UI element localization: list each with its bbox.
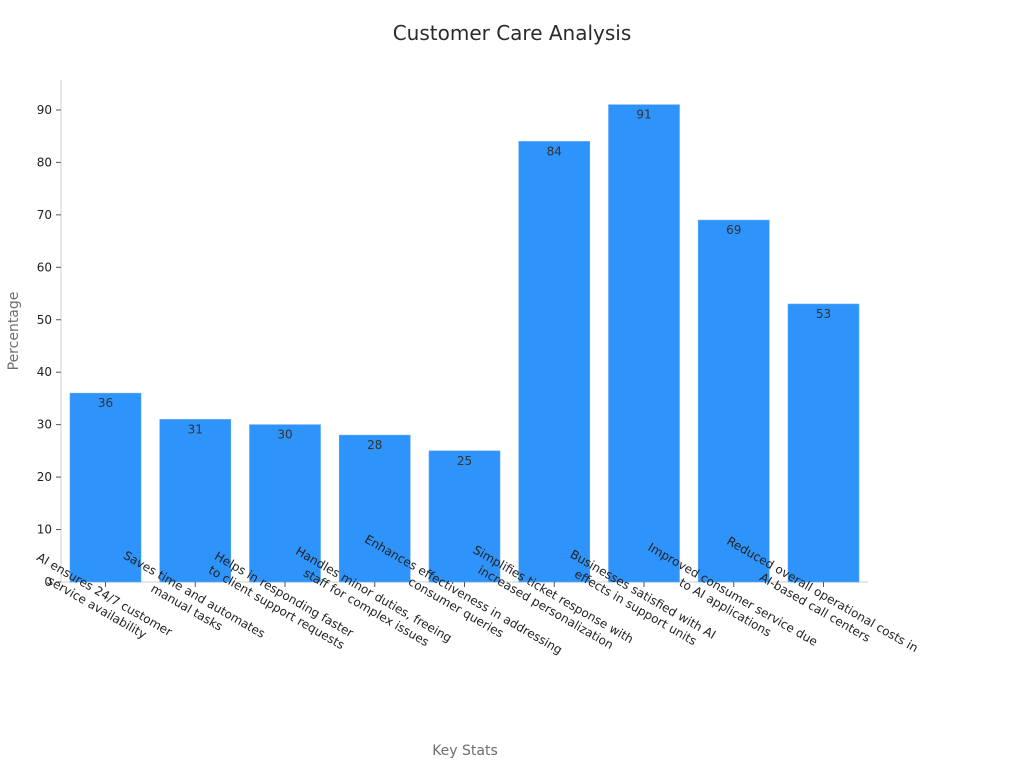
y-tick-label: 80 <box>37 155 52 169</box>
bar-value-label: 84 <box>547 144 562 158</box>
bar-value-label: 69 <box>726 223 741 237</box>
bar <box>428 450 501 583</box>
data-labels-group: 36 31 30 28 25 84 91 69 53 <box>98 108 831 468</box>
y-tick-label: 10 <box>37 523 52 537</box>
chart-title: Customer Care Analysis <box>393 21 632 45</box>
bar-value-label: 28 <box>367 438 382 452</box>
bar-value-label: 30 <box>277 428 292 442</box>
y-tick-label: 30 <box>37 418 52 432</box>
bar-value-label: 53 <box>816 307 831 321</box>
y-tick-label: 90 <box>37 103 52 117</box>
y-tick-label: 40 <box>37 365 52 379</box>
bar-value-label: 25 <box>457 454 472 468</box>
bar <box>787 303 860 583</box>
y-tick-label: 50 <box>37 313 52 327</box>
bar-value-label: 31 <box>188 422 203 436</box>
y-tick-label: 0 <box>44 575 52 589</box>
bar-value-label: 36 <box>98 396 113 410</box>
bars-group <box>69 104 860 583</box>
y-axis-ticks: 0 10 20 30 40 50 60 70 80 90 <box>37 103 61 589</box>
y-tick-label: 60 <box>37 260 52 274</box>
bar <box>69 392 142 583</box>
bar <box>338 434 411 583</box>
y-tick-label: 70 <box>37 208 52 222</box>
bar <box>249 424 321 583</box>
bar <box>159 419 232 583</box>
bar <box>518 141 591 583</box>
y-axis-title: Percentage <box>6 292 22 371</box>
y-tick-label: 20 <box>37 470 52 484</box>
bar <box>697 219 770 583</box>
bar <box>608 104 680 583</box>
x-axis-title: Key Stats <box>432 743 498 759</box>
bar-value-label: 91 <box>636 108 651 122</box>
